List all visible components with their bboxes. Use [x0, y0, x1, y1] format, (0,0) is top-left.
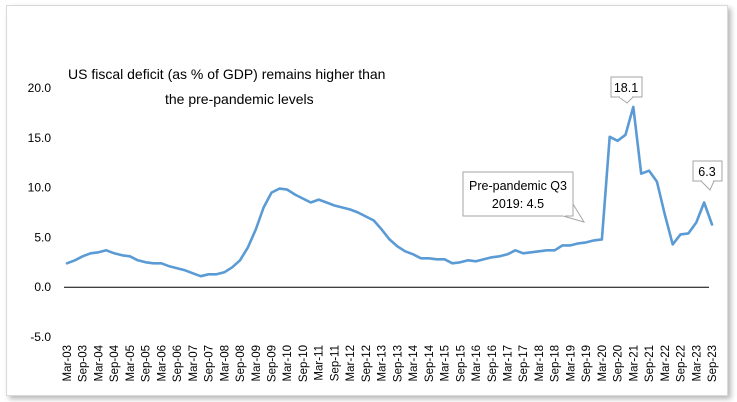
- x-tick-label: Mar-16: [471, 345, 483, 381]
- x-tick-label: Mar-11: [314, 345, 326, 381]
- x-tick-label: Sep-03: [78, 345, 90, 382]
- x-tick-label: Mar-18: [534, 345, 546, 381]
- annotations-layer: 18.1 Pre-pandemic Q3 2019: 4.5 6.3: [462, 76, 723, 223]
- x-tick-label: Mar-07: [188, 345, 200, 381]
- x-tick-label: Mar-19: [565, 345, 577, 381]
- x-tick-label: Sep-20: [613, 345, 625, 382]
- y-tick-label: 10.0: [28, 181, 52, 195]
- x-tick-label: Mar-10: [282, 345, 294, 381]
- x-tick-label: Sep-04: [109, 344, 121, 382]
- x-tick-label: Sep-13: [392, 345, 404, 382]
- annotation-label: 2019: 4.5: [492, 197, 544, 211]
- x-tick-label: Sep-11: [329, 345, 341, 381]
- x-tick-label: Mar-21: [628, 345, 640, 381]
- line-chart: US fiscal deficit (as % of GDP) remains …: [28, 66, 723, 382]
- y-tick-label: 0.0: [34, 280, 51, 294]
- x-tick-label: Mar-15: [440, 345, 452, 381]
- callout-box: [462, 171, 574, 217]
- x-tick-label: Sep-22: [676, 345, 688, 382]
- annotation-callout: Pre-pandemic Q3 2019: 4.5: [462, 171, 586, 223]
- x-tick-label: Mar-13: [377, 345, 389, 381]
- x-tick-label: Sep-17: [518, 345, 530, 382]
- x-tick-label: Sep-10: [298, 345, 310, 382]
- chart-frame: US fiscal deficit (as % of GDP) remains …: [6, 5, 728, 396]
- x-tick-label: Sep-23: [707, 345, 719, 382]
- y-axis: 20.0 15.0 10.0 5.0 0.0 -5.0: [28, 81, 52, 344]
- x-tick-label: Mar-05: [125, 345, 137, 381]
- x-tick-label: Mar-04: [94, 344, 106, 381]
- x-tick-label: Sep-19: [581, 345, 593, 382]
- x-tick-label: Mar-06: [156, 345, 168, 381]
- annotation-callout: 18.1: [610, 76, 643, 104]
- callout-join: [563, 203, 573, 217]
- x-tick-label: Mar-03: [62, 345, 74, 381]
- annotation-callout: 6.3: [692, 160, 723, 191]
- x-tick-label: Sep-12: [361, 345, 373, 382]
- x-tick-label: Sep-09: [267, 345, 279, 382]
- series-layer: [65, 105, 714, 278]
- x-tick-label: Sep-06: [172, 345, 184, 382]
- y-tick-label: 5.0: [34, 230, 51, 244]
- y-tick-label: 15.0: [28, 131, 52, 145]
- x-tick-label: Sep-05: [141, 345, 153, 382]
- x-tick-label: Sep-14: [424, 344, 436, 382]
- annotation-label: Pre-pandemic Q3: [469, 179, 567, 193]
- x-tick-label: Mar-17: [503, 345, 515, 381]
- x-tick-label: Sep-08: [235, 345, 247, 382]
- chart-title-line-1: US fiscal deficit (as % of GDP) remains …: [68, 66, 385, 82]
- annotation-label: 18.1: [614, 81, 638, 95]
- callout-pointer: [617, 96, 635, 104]
- x-tick-label: Mar-20: [597, 345, 609, 381]
- x-tick-label: Mar-12: [345, 345, 357, 381]
- x-tick-label: Mar-14: [408, 344, 420, 381]
- chart-title-line-2: the pre-pandemic levels: [165, 91, 314, 107]
- series-line: [65, 105, 714, 278]
- annotation-label: 6.3: [698, 165, 715, 179]
- x-tick-label: Sep-16: [487, 345, 499, 382]
- x-tick-label: Mar-09: [251, 345, 263, 381]
- x-tick-label: Sep-21: [644, 345, 656, 382]
- x-tick-label: Mar-22: [660, 345, 672, 381]
- x-tick-label: Mar-23: [691, 345, 703, 381]
- x-tick-label: Sep-18: [550, 345, 562, 382]
- x-tick-label: Mar-08: [219, 345, 231, 381]
- y-tick-label: -5.0: [30, 330, 51, 344]
- x-tick-label: Sep-15: [455, 345, 467, 382]
- y-tick-label: 20.0: [28, 81, 52, 95]
- x-tick-label: Sep-07: [204, 345, 216, 382]
- callout-pointer: [699, 180, 715, 191]
- x-axis: Mar-03 Sep-03 Mar-04 Sep-04 Mar-05 Sep-05 Mar-…: [62, 344, 719, 382]
